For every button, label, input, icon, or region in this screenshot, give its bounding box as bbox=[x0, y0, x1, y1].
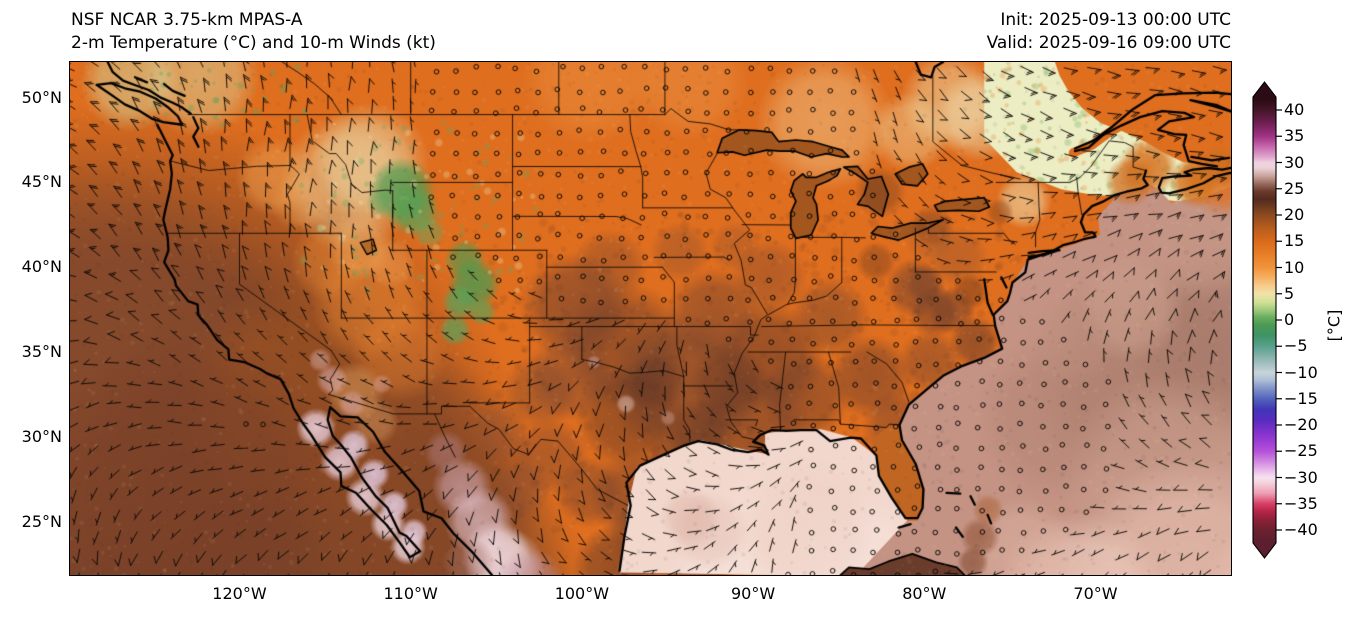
colorbar-unit-label: [°C] bbox=[1324, 309, 1344, 342]
x-tick-label: 70°W bbox=[1073, 584, 1118, 603]
field-name: 2-m Temperature (°C) and 10-m Winds (kt) bbox=[71, 33, 436, 53]
map-panel bbox=[69, 61, 1232, 576]
valid-time: Valid: 2025-09-16 09:00 UTC bbox=[986, 33, 1231, 53]
colorbar-tick-label: 10 bbox=[1284, 257, 1305, 277]
colorbar-tick-label: −5 bbox=[1284, 336, 1308, 356]
colorbar-extend-up-arrow bbox=[1253, 82, 1276, 97]
model-name: NSF NCAR 3.75-km MPAS-A bbox=[71, 10, 303, 30]
colorbar-extend-down-arrow bbox=[1253, 543, 1276, 558]
colorbar-tick-label: 35 bbox=[1284, 126, 1305, 146]
y-tick-label: 30°N bbox=[21, 426, 62, 446]
colorbar-tick-label: 40 bbox=[1284, 100, 1305, 119]
y-tick-label: 25°N bbox=[21, 511, 62, 531]
colorbar-tick-label: −10 bbox=[1284, 362, 1318, 382]
init-time: Init: 2025-09-13 00:00 UTC bbox=[1000, 10, 1231, 30]
run-info: Init: 2025-09-13 00:00 UTC Valid: 2025-0… bbox=[987, 9, 1231, 55]
y-tick-label: 35°N bbox=[21, 342, 62, 362]
colorbar-tick-label: −25 bbox=[1284, 441, 1318, 461]
colorbar-tick-label: 5 bbox=[1284, 283, 1295, 303]
colorbar-tick-label: −40 bbox=[1284, 520, 1318, 539]
y-tick-label: 50°N bbox=[21, 87, 62, 107]
x-tick-label: 100°W bbox=[554, 584, 610, 603]
x-tick-label: 120°W bbox=[212, 584, 267, 603]
x-tick-label: 80°W bbox=[902, 584, 947, 603]
plot-title: NSF NCAR 3.75-km MPAS-A 2-m Temperature … bbox=[71, 9, 436, 55]
map-canvas bbox=[70, 62, 1231, 575]
x-tick-label: 110°W bbox=[383, 584, 438, 603]
x-tick-label: 90°W bbox=[730, 584, 776, 603]
y-tick-label: 40°N bbox=[21, 257, 62, 277]
colorbar bbox=[1248, 78, 1294, 564]
colorbar-tick-label: −30 bbox=[1284, 467, 1318, 487]
colorbar-tick-label: −15 bbox=[1284, 388, 1318, 408]
colorbar-tick-label: −20 bbox=[1284, 415, 1318, 434]
y-tick-label: 45°N bbox=[21, 172, 62, 192]
colorbar-tick-label: 20 bbox=[1284, 205, 1305, 224]
colorbar-gradient bbox=[1252, 81, 1282, 559]
colorbar-tick-label: 15 bbox=[1284, 231, 1305, 251]
colorbar-tick-label: −35 bbox=[1284, 493, 1318, 513]
colorbar-tick-label: 30 bbox=[1284, 152, 1305, 172]
colorbar-tick-label: 0 bbox=[1284, 310, 1295, 329]
colorbar-tick-label: 25 bbox=[1284, 178, 1305, 198]
